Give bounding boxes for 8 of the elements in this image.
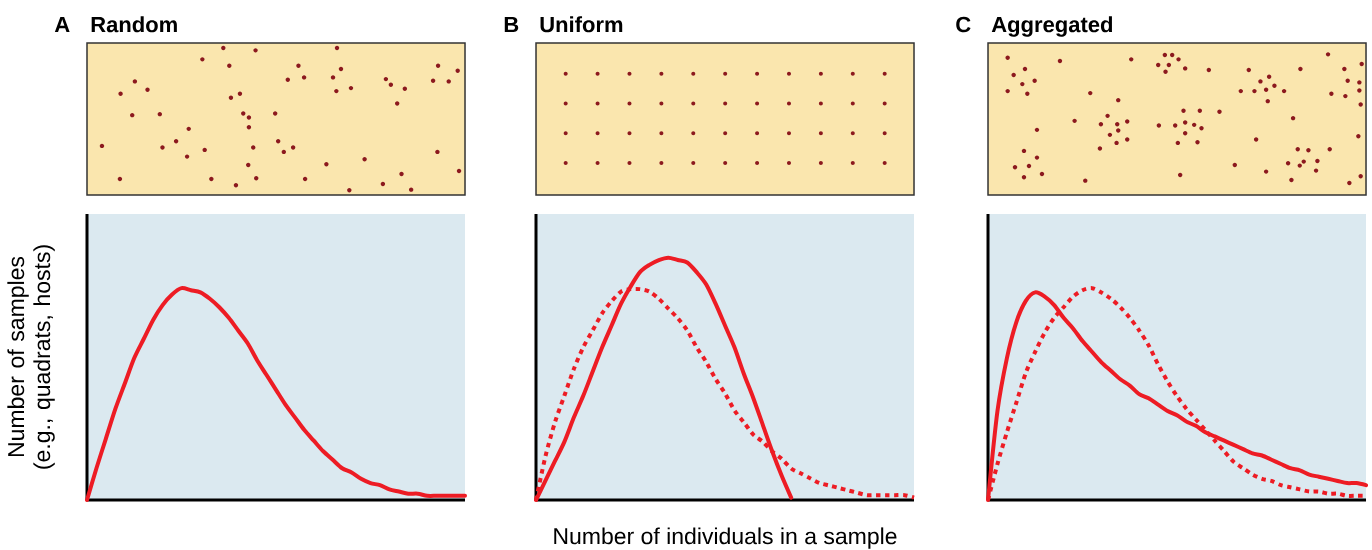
chart-title: Random	[91, 16, 177, 33]
text: A	[54, 16, 70, 33]
y-axis-title: Number of samples (e.g., quadrats, hosts)	[7, 245, 55, 469]
text: B	[504, 16, 519, 33]
chart-title: Aggregated	[991, 16, 1113, 37]
x-axis-title: Number of individuals in a sample	[554, 527, 897, 549]
chart-title: Uniform	[540, 16, 623, 33]
text: C	[956, 16, 971, 33]
